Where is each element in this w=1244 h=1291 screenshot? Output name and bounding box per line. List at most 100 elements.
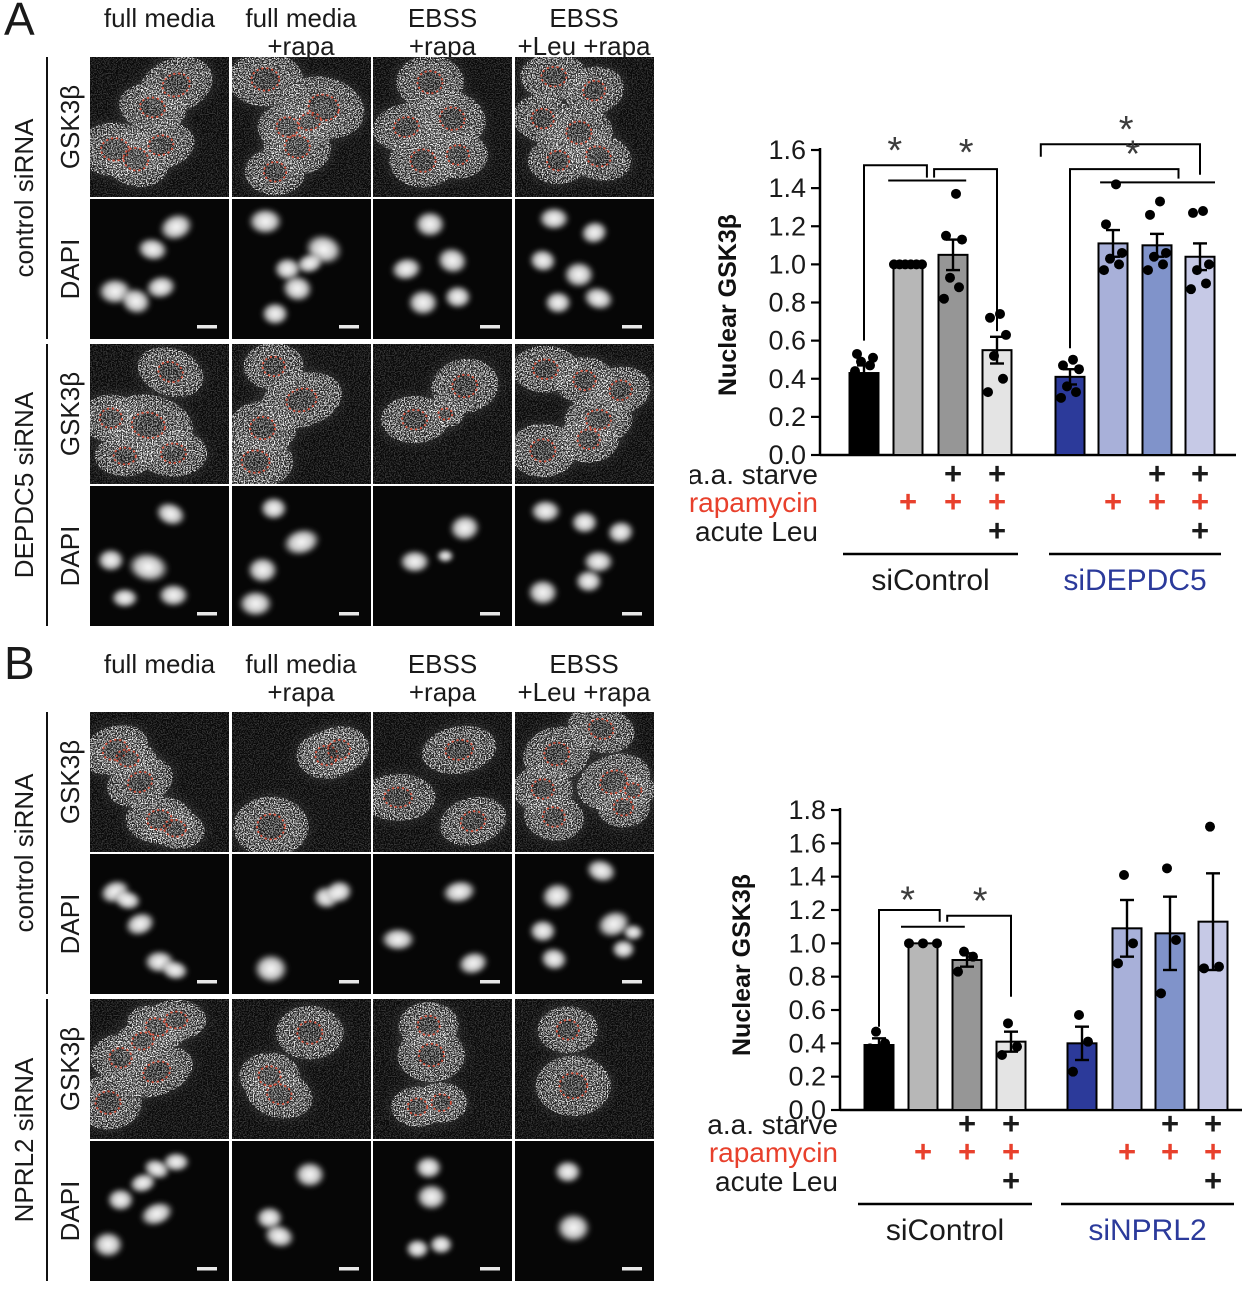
cell-speckle (373, 57, 512, 197)
micrograph-tile-gsk3b (373, 344, 512, 484)
y-tick-label: 0.4 (768, 364, 806, 394)
stain-label: GSK3β (55, 84, 85, 170)
y-axis-title: Nuclear GSK3β (728, 874, 756, 1056)
scale-bar (621, 1267, 642, 1271)
data-point (1114, 259, 1124, 270)
y-tick-label: 1.0 (768, 249, 806, 279)
scale-bar (338, 612, 359, 616)
y-tick-label: 1.0 (788, 928, 826, 958)
scale-bar (480, 1267, 500, 1271)
group-bracket-line (46, 712, 48, 994)
sirna-group-label: NPRL2 siRNA (9, 1057, 39, 1223)
error-bar (1163, 895, 1177, 972)
dapi-nuclei (527, 205, 615, 316)
dapi-nuclei (527, 857, 644, 972)
group-bracket-line (46, 57, 48, 339)
significance-star: * (973, 880, 988, 922)
scale-bar (338, 325, 359, 329)
nucleus-outline (164, 1010, 189, 1030)
tile-background (90, 199, 229, 339)
dapi-nuclei (254, 1160, 327, 1250)
nucleus-outline (401, 408, 429, 431)
plus-mark: + (1148, 484, 1166, 519)
nucleus-outline (444, 738, 474, 761)
plus-mark: + (1002, 1163, 1020, 1198)
nucleus-outline (612, 797, 634, 817)
plus-mark: + (1204, 1106, 1222, 1141)
cell-speckle (231, 712, 371, 852)
column-header-line2: +Leu +rapa (517, 31, 651, 61)
data-point (917, 259, 927, 270)
data-point (1145, 209, 1155, 220)
data-point (1188, 207, 1198, 218)
group-label: siControl (886, 1214, 1004, 1247)
nucleus-outline (409, 148, 437, 173)
nucleus-outline (283, 134, 311, 159)
nucleus-outline (130, 411, 166, 439)
data-point (1192, 265, 1202, 276)
group-bracket-line (46, 999, 48, 1281)
nucleus-outline (623, 782, 642, 799)
data-point (865, 1043, 875, 1054)
scale-bar (197, 1267, 217, 1271)
plus-mark: + (1204, 1163, 1222, 1198)
y-tick-label: 0.0 (768, 440, 806, 470)
micrograph-tile-dapi (231, 199, 371, 339)
significance-star: * (1119, 109, 1134, 151)
nucleus-outline (257, 1065, 282, 1087)
data-point (1101, 219, 1111, 230)
micrograph-tile-dapi (231, 1141, 371, 1281)
plus-mark: + (1191, 513, 1209, 548)
y-tick-label: 0.6 (768, 326, 806, 356)
micrograph-tile-gsk3b (90, 999, 229, 1139)
data-point (1074, 1010, 1084, 1020)
data-point (880, 1038, 890, 1049)
nucleus-outline (541, 806, 566, 828)
y-tick-label: 0.0 (788, 1095, 826, 1125)
y-tick-label: 1.8 (788, 795, 826, 825)
data-point (1083, 1036, 1093, 1047)
data-point (1113, 958, 1123, 969)
condition-label: a.a. starve (707, 1109, 838, 1140)
cell-speckle (90, 712, 229, 852)
significance-bracket (878, 909, 941, 1027)
significance-bracket (863, 164, 928, 341)
micrograph-tile-dapi (514, 486, 654, 626)
data-point (1056, 392, 1066, 403)
cell-speckle (514, 999, 654, 1139)
data-point (1068, 1066, 1078, 1077)
tile-background (373, 1141, 512, 1281)
nucleus-outline (531, 358, 559, 380)
plus-mark: + (958, 1106, 976, 1141)
nucleus-outline (576, 428, 601, 450)
significance-bracket (1069, 168, 1180, 349)
nucleus-outline (430, 1093, 452, 1112)
nucleus-outline (581, 79, 606, 102)
data-point (957, 234, 967, 245)
data-point (1149, 251, 1159, 262)
panel-b-label: B (4, 637, 35, 689)
nucleus-outline (608, 379, 633, 401)
nucleus-outline (438, 106, 466, 131)
micrograph-tile-gsk3b (373, 57, 512, 197)
data-point (1205, 821, 1215, 832)
column-header: full media (103, 649, 216, 679)
data-point (983, 387, 993, 398)
plus-mark: + (899, 484, 917, 519)
bar (1097, 242, 1129, 456)
nucleus-outline (112, 446, 137, 466)
y-tick-label: 1.4 (788, 862, 826, 892)
y-tick-label: 1.2 (788, 895, 826, 925)
scale-bar (197, 325, 217, 329)
nucleus-outline (144, 1017, 169, 1037)
data-point (941, 230, 951, 241)
condition-label: rapamycin (709, 1137, 838, 1168)
y-tick-label: 0.2 (768, 402, 806, 432)
plus-mark: + (988, 513, 1006, 548)
nucleus-outline (383, 786, 413, 809)
micrograph-tile-dapi (514, 854, 654, 994)
data-point (1162, 863, 1172, 874)
plus-mark: + (988, 456, 1006, 491)
dapi-nuclei (95, 500, 191, 609)
dapi-nuclei (236, 495, 322, 619)
